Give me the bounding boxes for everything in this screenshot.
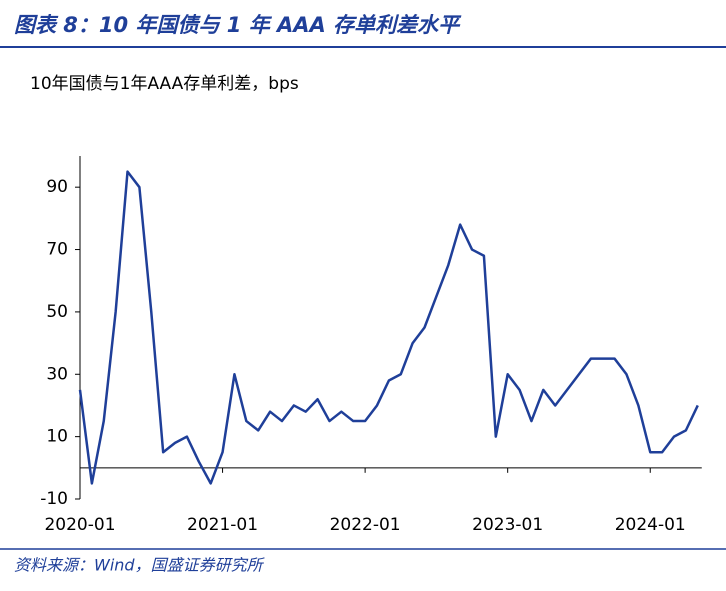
data-line: [78, 170, 699, 485]
y-tick-label: 10: [46, 427, 68, 447]
x-tick-label: 2022-01: [330, 515, 401, 535]
y-tick-label: 90: [46, 177, 68, 197]
x-tick-label: 2020-01: [44, 515, 115, 535]
x-tick-label: 2024-01: [615, 515, 686, 535]
y-tick-label: 50: [46, 302, 68, 322]
x-tick-label: 2021-01: [187, 515, 258, 535]
subtitle: 10年国债与1年AAA存单利差，bps: [30, 74, 299, 94]
x-tick-label: 2023-01: [472, 515, 543, 535]
chart-title: 图表 8：10 年国债与 1 年 AAA 存单利差水平: [14, 13, 462, 37]
source: 资料来源：Wind，国盛证券研究所: [14, 556, 266, 575]
y-tick-label: -10: [40, 489, 68, 509]
y-tick-label: 70: [46, 240, 68, 260]
y-tick-label: 30: [46, 364, 68, 384]
